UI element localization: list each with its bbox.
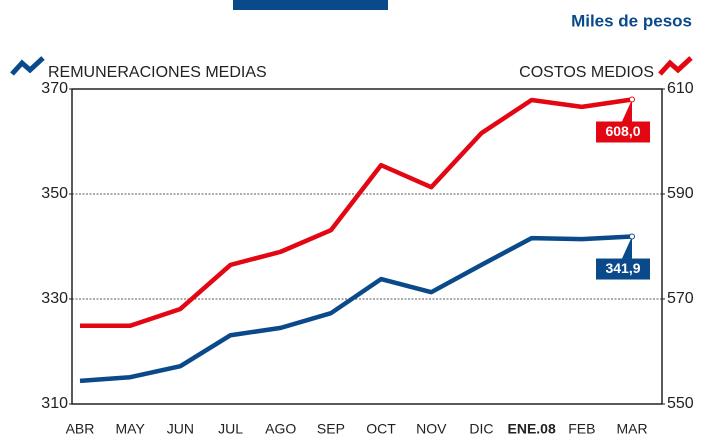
- y-tick-label: 310: [41, 395, 68, 412]
- y-tick-label: 370: [41, 80, 68, 97]
- series-line: [80, 97, 633, 329]
- x-tick-label: SEP: [317, 421, 345, 437]
- x-tick-label: MAY: [116, 421, 146, 437]
- y-tick-label: 350: [41, 185, 68, 202]
- y-tick-label: 330: [41, 290, 68, 307]
- x-tick-label: FEB: [568, 421, 595, 437]
- callout-box: [596, 121, 650, 143]
- y2-tick-label: 610: [667, 80, 694, 97]
- x-tick-label: ABR: [66, 421, 95, 437]
- y2-tick-label: 550: [667, 395, 694, 412]
- x-tick-label: JUL: [218, 421, 243, 437]
- x-tick-label: AGO: [265, 421, 296, 437]
- value-label: 608,0: [605, 123, 640, 139]
- unit-label: Miles de pesos: [571, 11, 692, 30]
- legend-label: REMUNERACIONES MEDIAS: [48, 64, 267, 81]
- y2-tick-label: 590: [667, 185, 694, 202]
- x-tick-label: JUN: [167, 421, 194, 437]
- series-line: [79, 234, 633, 384]
- header-bar: [233, 0, 388, 10]
- x-tick-label: DIC: [469, 421, 493, 437]
- point-marker: [629, 96, 635, 103]
- x-tick-label: OCT: [366, 421, 396, 437]
- value-label: 341,9: [605, 260, 640, 276]
- x-tick-label: NOV: [416, 421, 447, 437]
- x-tick-label: MAR: [616, 421, 647, 437]
- legend-label: COSTOS MEDIOS: [519, 64, 654, 81]
- legend-icon: [658, 56, 693, 76]
- point-marker: [629, 233, 635, 240]
- callout-pointer: [622, 236, 632, 259]
- callout-pointer: [622, 99, 632, 122]
- y2-tick-label: 570: [667, 290, 694, 307]
- legend-icon: [10, 56, 45, 76]
- plot-frame: [71, 88, 663, 405]
- callout-box: [596, 258, 650, 280]
- x-tick-label: ENE.08: [508, 421, 556, 437]
